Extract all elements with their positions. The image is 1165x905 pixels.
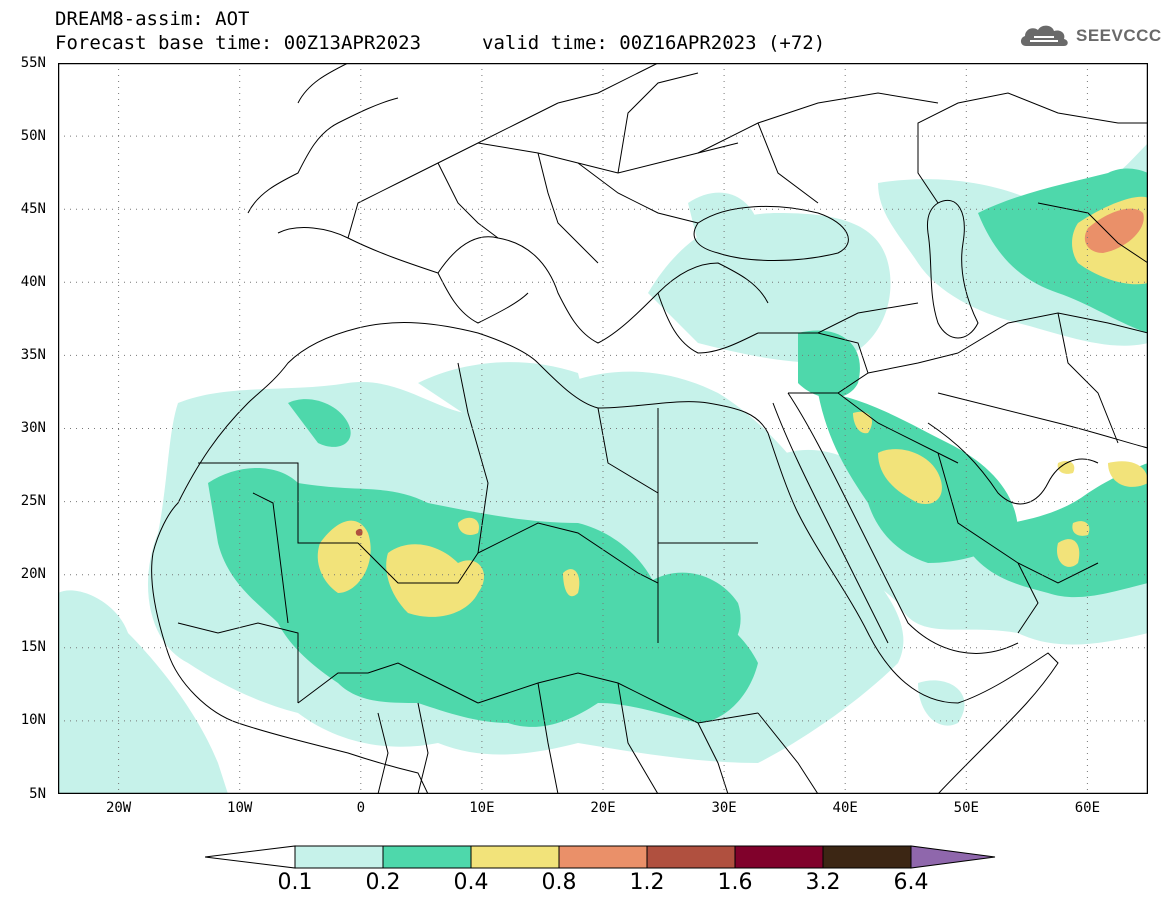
lon-label: 10W	[227, 800, 253, 816]
lat-label: 5N	[29, 786, 46, 802]
colorbar-label: 3.2	[805, 870, 841, 895]
map-border	[57, 62, 1149, 795]
map-title: DREAM8-assim: AOT	[55, 8, 250, 30]
lon-label: 60E	[1074, 800, 1101, 816]
colorbar-segment	[382, 845, 472, 869]
valid-time: valid time: 00Z16APR2023 (+72)	[482, 32, 826, 54]
colorbar-label: 0.4	[453, 870, 489, 895]
colorbar-label: 0.8	[541, 870, 577, 895]
colorbar-label: 1.2	[629, 870, 665, 895]
lon-label: 0	[356, 800, 366, 816]
lon-label: 50E	[953, 800, 979, 816]
lon-label: 10E	[469, 800, 495, 816]
lon-label: 20W	[105, 800, 132, 816]
colorbar-segment	[646, 845, 736, 869]
colorbar-segment	[822, 845, 912, 869]
colorbar-label: 6.4	[893, 870, 929, 895]
lat-label: 40N	[20, 274, 46, 290]
map-canvas	[57, 62, 1149, 795]
cloud-icon	[1020, 25, 1068, 46]
colorbar-segment	[734, 845, 824, 869]
lon-label: 20E	[590, 800, 616, 816]
lat-label: 35N	[20, 347, 46, 363]
colorbar-segment	[470, 845, 560, 869]
aot-map	[57, 62, 1149, 795]
forecast-base-time: Forecast base time: 00Z13APR2023	[55, 32, 422, 54]
colorbar-label: 0.2	[365, 870, 401, 895]
aot-shading	[58, 143, 1148, 794]
lat-label: 50N	[20, 128, 46, 144]
lat-label: 55N	[20, 55, 46, 71]
colorbar-over-triangle	[910, 845, 996, 869]
colorbar-label: 0.1	[277, 870, 313, 895]
lat-label: 45N	[20, 201, 46, 217]
lat-label: 20N	[20, 566, 46, 582]
colorbar-label: 1.6	[717, 870, 753, 895]
lat-label: 30N	[20, 420, 46, 436]
colorbar-segment	[294, 845, 384, 869]
lat-label: 15N	[20, 639, 46, 655]
country-borders	[151, 62, 1149, 795]
colorbar-under-triangle	[204, 845, 296, 869]
seevccc-logo: SEEVCCC	[1018, 22, 1162, 50]
colorbar	[204, 842, 1000, 876]
lon-label: 30E	[711, 800, 737, 816]
logo-text: SEEVCCC	[1076, 26, 1162, 45]
lon-label: 40E	[832, 800, 858, 816]
colorbar-segment	[558, 845, 648, 869]
lat-label: 10N	[20, 712, 46, 728]
lat-label: 25N	[20, 493, 46, 509]
